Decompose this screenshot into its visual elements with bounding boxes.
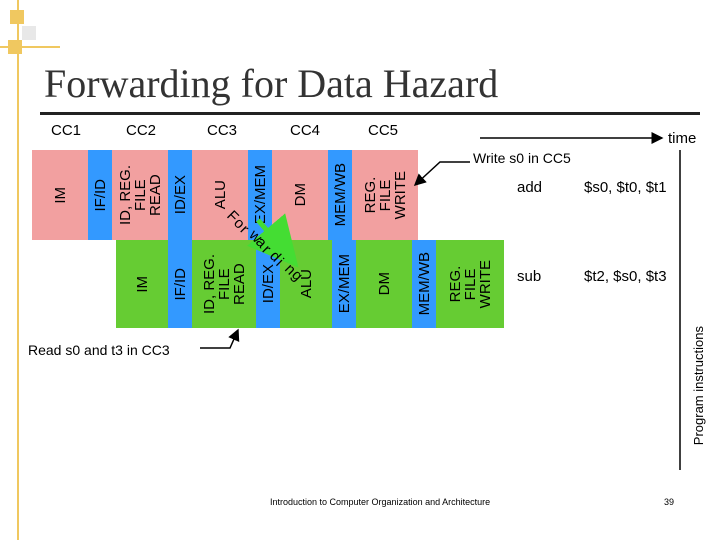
stage-im: IM: [32, 150, 88, 240]
stage-mem-wb-register: MEM/WB: [412, 240, 436, 328]
cc-label: CC4: [290, 122, 321, 139]
cc-label: CC3: [207, 122, 238, 139]
stage-dm: DM: [356, 240, 412, 328]
accent-vertical-line: [17, 0, 19, 540]
footer-course: Introduction to Computer Organization an…: [270, 497, 491, 507]
instruction-operands: $s0, $t0, $t1: [584, 179, 667, 196]
stage-id-ex-register: ID/EX: [168, 150, 192, 240]
stage-if-id-register: IF/ID: [168, 240, 192, 328]
accent-square: [10, 10, 24, 24]
title-underline: [40, 112, 700, 115]
cc-label: CC5: [368, 122, 399, 139]
program-instructions-label: Program instructions: [690, 326, 706, 446]
stage-if-id-register: IF/ID: [88, 150, 112, 240]
stage-reg-file-write: REG. FILE WRITE: [352, 150, 418, 240]
accent-horizontal-line: [0, 46, 60, 48]
read-pointer-arrow: [200, 328, 240, 349]
cc-label: CC1: [51, 122, 82, 139]
footer-page-number: 39: [664, 497, 675, 507]
read-annotation: Read s0 and t3 in CC3: [28, 342, 170, 358]
instruction-operands: $t2, $s0, $t3: [584, 268, 667, 285]
instruction-opcode: sub: [517, 268, 542, 285]
stage-id-reg-file-read: ID, REG. FILE READ: [192, 240, 256, 328]
accent-square: [8, 40, 22, 54]
stage-ex-mem-register: EX/MEM: [332, 240, 356, 328]
write-annotation: Write s0 in CC5: [473, 150, 571, 166]
cc-label: CC2: [126, 122, 157, 139]
stage-id-reg-file-read: ID, REG. FILE READ: [112, 150, 168, 240]
stage-reg-file-write: REG. FILE WRITE: [436, 240, 504, 328]
accent-square: [22, 26, 36, 40]
time-label: time: [668, 130, 697, 147]
instruction-opcode: add: [517, 179, 543, 196]
stage-mem-wb-register: MEM/WB: [328, 150, 352, 240]
stage-im: IM: [116, 240, 168, 328]
slide-title: Forwarding for Data Hazard: [44, 61, 499, 106]
forwarding-arrow: [247, 213, 299, 268]
write-pointer-arrow: [413, 161, 470, 187]
stage-alu: ALU: [192, 150, 248, 240]
